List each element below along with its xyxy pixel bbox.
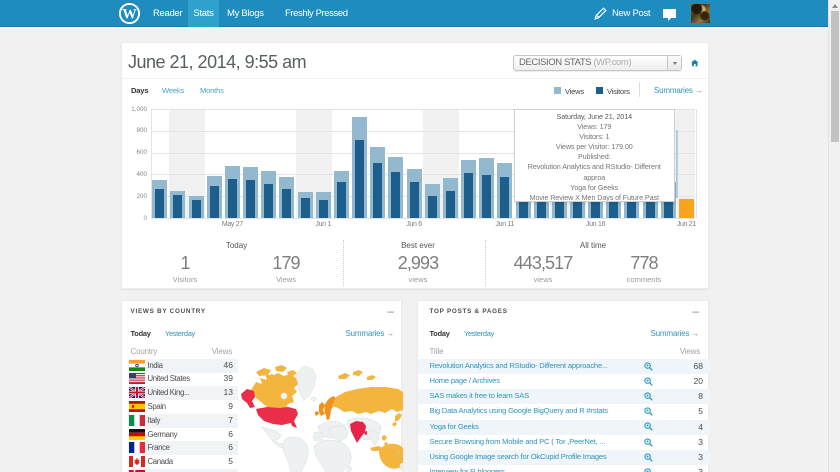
- svg-text:W: W: [122, 7, 137, 23]
